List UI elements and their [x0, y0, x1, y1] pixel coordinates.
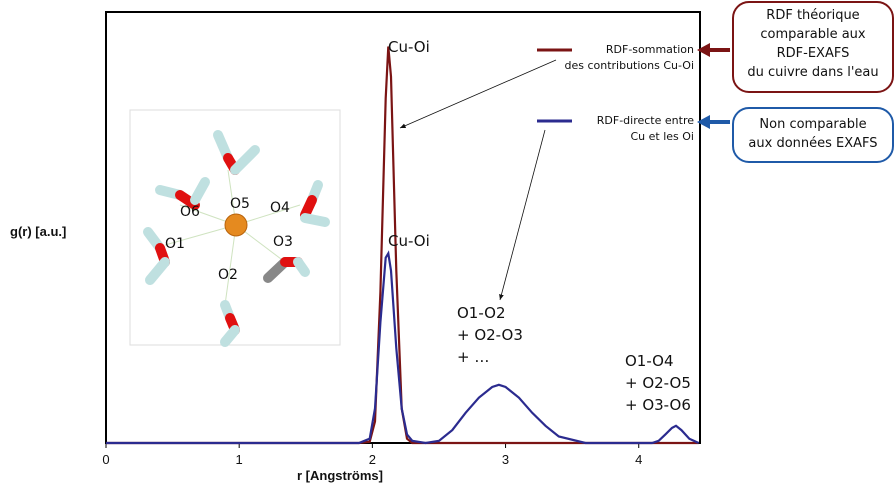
note-box	[732, 1, 894, 93]
series-line	[106, 250, 700, 445]
annotation: Cu-Oi	[388, 232, 430, 250]
note-text: Non comparable aux données EXAFS	[748, 117, 878, 151]
note-arrow-head	[697, 115, 710, 129]
inset	[129, 109, 341, 347]
pointer-arrow	[499, 129, 546, 301]
x-tick-label: 2	[368, 452, 376, 467]
inset-label: O3	[273, 234, 293, 250]
x-tick-label: 3	[501, 452, 510, 467]
note-arrow-head	[697, 43, 710, 57]
inset-label: O4	[270, 200, 290, 216]
legend-label: RDF-sommation des contributions Cu-Oi	[564, 43, 694, 72]
y-axis-label: g(r) [a.u.]	[10, 224, 67, 239]
x-axis-label: r [Angströms]	[297, 468, 383, 483]
x-tick-label: 1	[235, 452, 243, 467]
note-text: RDF théorique comparable aux RDF-EXAFS d…	[747, 8, 879, 80]
annotation: O1-O4 + O2-O5 + O3-O6	[625, 352, 691, 414]
legend-label: RDF-directe entre Cu et les Oi	[596, 114, 694, 143]
annotation: O1-O2 + O2-O3 + …	[457, 304, 523, 366]
inset-label: O2	[218, 267, 238, 283]
x-tick-label: 0	[102, 452, 110, 467]
inset-label: O6	[180, 204, 200, 220]
x-tick-label: 4	[635, 452, 643, 467]
plot-frame	[105, 11, 701, 444]
annotation: Cu-Oi	[388, 38, 430, 56]
note-box	[732, 107, 894, 163]
pointer-arrow	[399, 59, 557, 129]
inset-label: O5	[230, 196, 250, 212]
inset-label: O1	[165, 236, 185, 252]
